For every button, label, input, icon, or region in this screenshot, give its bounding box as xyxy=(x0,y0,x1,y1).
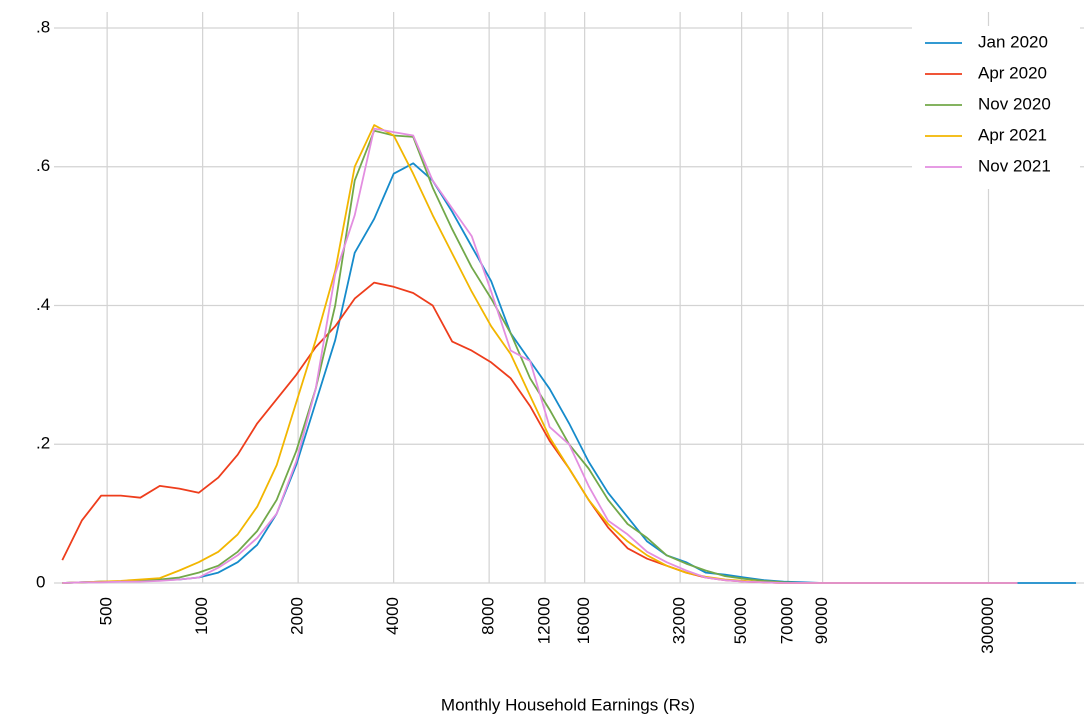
x-tick-label: 4000 xyxy=(383,597,402,635)
x-tick-label: 1000 xyxy=(192,597,211,635)
legend-label: Nov 2020 xyxy=(978,94,1051,113)
legend-label: Jan 2020 xyxy=(978,32,1048,51)
x-tick-label: 90000 xyxy=(812,597,831,644)
y-tick-label: .4 xyxy=(36,295,50,314)
x-tick-label: 2000 xyxy=(288,597,307,635)
series-line xyxy=(62,124,1018,584)
x-axis-label: Monthly Household Earnings (Rs) xyxy=(441,695,695,714)
series-line xyxy=(61,281,1018,584)
legend-label: Apr 2020 xyxy=(978,63,1047,82)
y-tick-label: 0 xyxy=(36,572,45,591)
y-tick-label: .8 xyxy=(36,17,50,36)
series-line xyxy=(62,127,1018,584)
x-tick-label: 16000 xyxy=(574,597,593,644)
x-tick-label: 300000 xyxy=(978,597,997,654)
legend: Jan 2020 Apr 2020 Nov 2020 Apr 2021 Nov 2021 xyxy=(912,26,1080,189)
x-tick-label: 12000 xyxy=(534,597,553,644)
legend-label: Nov 2021 xyxy=(978,156,1051,175)
series-line xyxy=(62,162,1076,584)
y-tick-label: .2 xyxy=(36,434,50,453)
series-line xyxy=(62,129,1018,584)
x-tick-label: 8000 xyxy=(479,597,498,635)
x-tick-label: 32000 xyxy=(670,597,689,644)
x-tick-label: 70000 xyxy=(777,597,796,644)
x-tick-label: 500 xyxy=(97,597,116,625)
y-tick-label: .6 xyxy=(36,156,50,175)
legend-box xyxy=(912,26,1080,189)
x-tick-label: 50000 xyxy=(731,597,750,644)
legend-label: Apr 2021 xyxy=(978,125,1047,144)
